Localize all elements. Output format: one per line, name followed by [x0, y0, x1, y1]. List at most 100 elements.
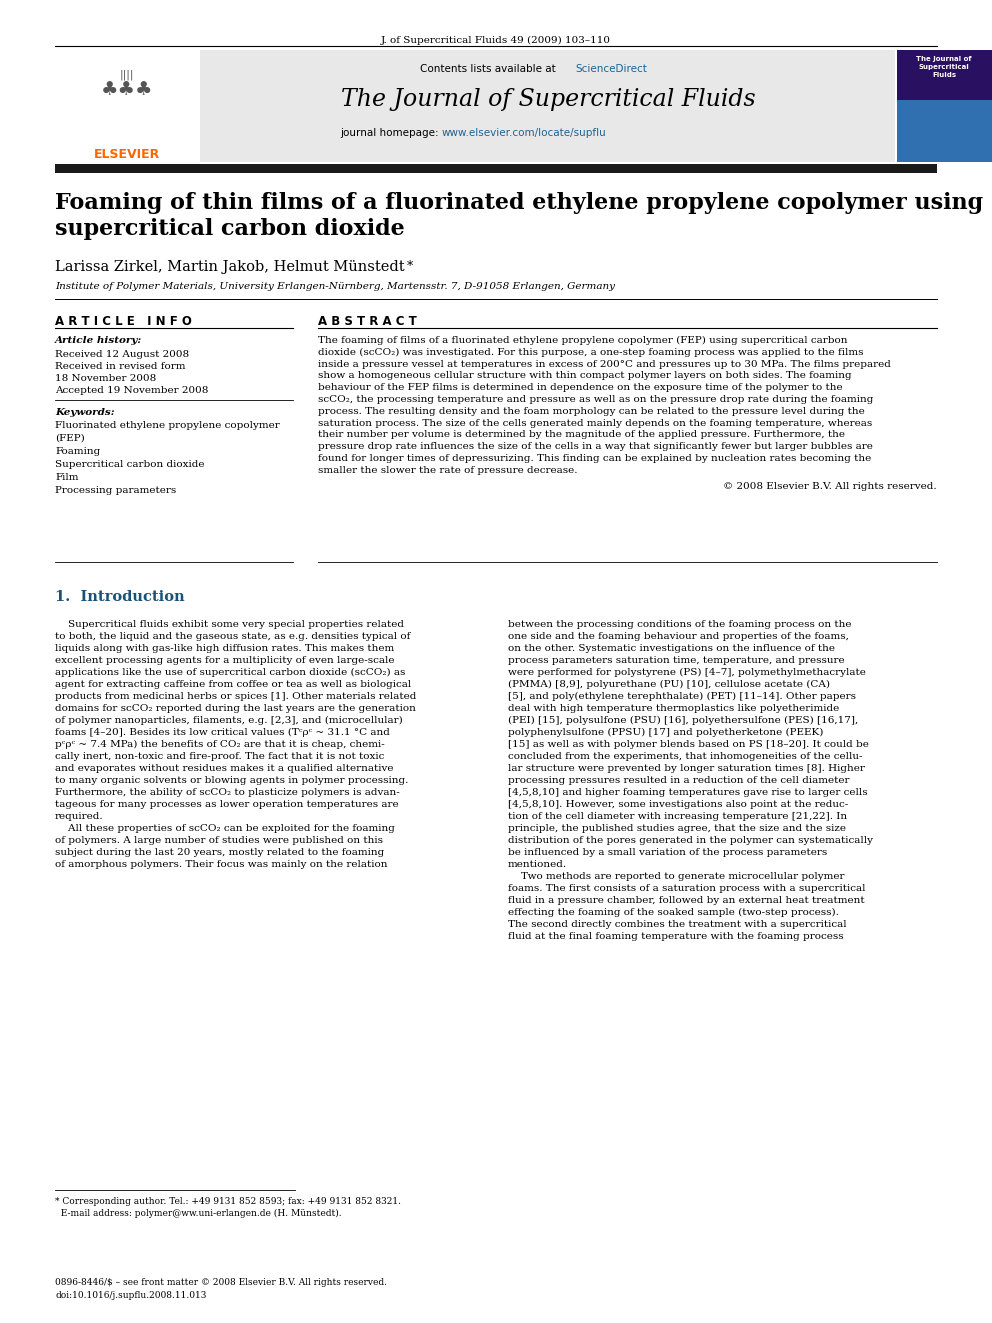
- Text: * Corresponding author. Tel.: +49 9131 852 8593; fax: +49 9131 852 8321.: * Corresponding author. Tel.: +49 9131 8…: [55, 1197, 401, 1207]
- Text: of amorphous polymers. Their focus was mainly on the relation: of amorphous polymers. Their focus was m…: [55, 860, 388, 869]
- Text: © 2008 Elsevier B.V. All rights reserved.: © 2008 Elsevier B.V. All rights reserved…: [723, 482, 937, 491]
- Text: All these properties of scCO₂ can be exploited for the foaming: All these properties of scCO₂ can be exp…: [55, 824, 395, 833]
- Text: processing pressures resulted in a reduction of the cell diameter: processing pressures resulted in a reduc…: [508, 777, 849, 785]
- Text: *: *: [407, 261, 414, 273]
- Text: 0896-8446/$ – see front matter © 2008 Elsevier B.V. All rights reserved.: 0896-8446/$ – see front matter © 2008 El…: [55, 1278, 387, 1287]
- Text: [5], and poly(ethylene terephthalate) (PET) [11–14]. Other papers: [5], and poly(ethylene terephthalate) (P…: [508, 692, 856, 701]
- Text: mentioned.: mentioned.: [508, 860, 567, 869]
- Text: of polymer nanoparticles, filaments, e.g. [2,3], and (microcellular): of polymer nanoparticles, filaments, e.g…: [55, 716, 403, 725]
- Text: ScienceDirect: ScienceDirect: [575, 64, 647, 74]
- Text: Foaming of thin films of a fluorinated ethylene propylene copolymer using: Foaming of thin films of a fluorinated e…: [55, 192, 983, 214]
- Text: The Journal of Supercritical Fluids: The Journal of Supercritical Fluids: [340, 89, 755, 111]
- Text: doi:10.1016/j.supflu.2008.11.013: doi:10.1016/j.supflu.2008.11.013: [55, 1291, 206, 1301]
- Text: polyphenylsulfone (PPSU) [17] and polyetherketone (PEEK): polyphenylsulfone (PPSU) [17] and polyet…: [508, 728, 823, 737]
- Text: excellent processing agents for a multiplicity of even large-scale: excellent processing agents for a multip…: [55, 656, 395, 665]
- Text: their number per volume is determined by the magnitude of the applied pressure. : their number per volume is determined by…: [318, 430, 845, 439]
- Text: saturation process. The size of the cells generated mainly depends on the foamin: saturation process. The size of the cell…: [318, 418, 872, 427]
- Text: fluid in a pressure chamber, followed by an external heat treatment: fluid in a pressure chamber, followed by…: [508, 896, 865, 905]
- Text: products from medicinal herbs or spices [1]. Other materials related: products from medicinal herbs or spices …: [55, 692, 417, 701]
- Text: J. of Supercritical Fluids 49 (2009) 103–110: J. of Supercritical Fluids 49 (2009) 103…: [381, 36, 611, 45]
- Text: ELSEVIER: ELSEVIER: [94, 148, 160, 161]
- Text: ♣♣♣: ♣♣♣: [101, 81, 153, 99]
- Text: were performed for polystyrene (PS) [4–7], polymethylmethacrylate: were performed for polystyrene (PS) [4–7…: [508, 668, 866, 677]
- Text: of polymers. A large number of studies were published on this: of polymers. A large number of studies w…: [55, 836, 383, 845]
- Text: pᶜρᶜ ~ 7.4 MPa) the benefits of CO₂ are that it is cheap, chemi-: pᶜρᶜ ~ 7.4 MPa) the benefits of CO₂ are …: [55, 740, 385, 749]
- Bar: [897, 50, 992, 161]
- Text: Supercritical carbon dioxide: Supercritical carbon dioxide: [55, 460, 204, 468]
- Text: Accepted 19 November 2008: Accepted 19 November 2008: [55, 386, 208, 396]
- Text: process parameters saturation time, temperature, and pressure: process parameters saturation time, temp…: [508, 656, 844, 665]
- Text: fluid at the final foaming temperature with the foaming process: fluid at the final foaming temperature w…: [508, 931, 843, 941]
- Text: [4,5,8,10]. However, some investigations also point at the reduc-: [4,5,8,10]. However, some investigations…: [508, 800, 848, 808]
- Text: tageous for many processes as lower operation temperatures are: tageous for many processes as lower oper…: [55, 800, 399, 808]
- Text: inside a pressure vessel at temperatures in excess of 200°C and pressures up to : inside a pressure vessel at temperatures…: [318, 360, 891, 369]
- Text: [4,5,8,10] and higher foaming temperatures gave rise to larger cells: [4,5,8,10] and higher foaming temperatur…: [508, 789, 868, 796]
- Text: The second directly combines the treatment with a supercritical: The second directly combines the treatme…: [508, 919, 846, 929]
- Text: distribution of the pores generated in the polymer can systematically: distribution of the pores generated in t…: [508, 836, 873, 845]
- Text: to both, the liquid and the gaseous state, as e.g. densities typical of: to both, the liquid and the gaseous stat…: [55, 632, 411, 642]
- Text: pressure drop rate influences the size of the cells in a way that significantly : pressure drop rate influences the size o…: [318, 442, 873, 451]
- Text: subject during the last 20 years, mostly related to the foaming: subject during the last 20 years, mostly…: [55, 848, 384, 857]
- Text: journal homepage:: journal homepage:: [340, 128, 441, 138]
- Text: (FEP): (FEP): [55, 434, 84, 443]
- Text: Two methods are reported to generate microcellular polymer: Two methods are reported to generate mic…: [508, 872, 844, 881]
- Text: one side and the foaming behaviour and properties of the foams,: one side and the foaming behaviour and p…: [508, 632, 849, 642]
- Text: to many organic solvents or blowing agents in polymer processing.: to many organic solvents or blowing agen…: [55, 777, 409, 785]
- Text: supercritical carbon dioxide: supercritical carbon dioxide: [55, 218, 405, 239]
- Text: effecting the foaming of the soaked sample (two-step process).: effecting the foaming of the soaked samp…: [508, 908, 839, 917]
- Text: The Journal of
Supercritical
Fluids: The Journal of Supercritical Fluids: [917, 56, 972, 78]
- Text: ||||: ||||: [120, 70, 134, 81]
- Text: (PEI) [15], polysulfone (PSU) [16], polyethersulfone (PES) [16,17],: (PEI) [15], polysulfone (PSU) [16], poly…: [508, 716, 858, 725]
- Bar: [55, 50, 200, 161]
- Text: 1.  Introduction: 1. Introduction: [55, 590, 185, 605]
- Text: required.: required.: [55, 812, 103, 822]
- Text: foams. The first consists of a saturation process with a supercritical: foams. The first consists of a saturatio…: [508, 884, 865, 893]
- Text: behaviour of the FEP films is determined in dependence on the exposure time of t: behaviour of the FEP films is determined…: [318, 384, 842, 392]
- Text: A B S T R A C T: A B S T R A C T: [318, 315, 417, 328]
- Text: Institute of Polymer Materials, University Erlangen-Nürnberg, Martensstr. 7, D-9: Institute of Polymer Materials, Universi…: [55, 282, 615, 291]
- Text: The foaming of films of a fluorinated ethylene propylene copolymer (FEP) using s: The foaming of films of a fluorinated et…: [318, 336, 847, 345]
- Text: applications like the use of supercritical carbon dioxide (scCO₂) as: applications like the use of supercritic…: [55, 668, 406, 677]
- Text: A R T I C L E   I N F O: A R T I C L E I N F O: [55, 315, 191, 328]
- Text: Supercritical fluids exhibit some very special properties related: Supercritical fluids exhibit some very s…: [55, 620, 404, 628]
- Text: on the other. Systematic investigations on the influence of the: on the other. Systematic investigations …: [508, 644, 835, 654]
- Text: smaller the slower the rate of pressure decrease.: smaller the slower the rate of pressure …: [318, 466, 577, 475]
- Text: scCO₂, the processing temperature and pressure as well as on the pressure drop r: scCO₂, the processing temperature and pr…: [318, 396, 873, 404]
- Text: show a homogeneous cellular structure with thin compact polymer layers on both s: show a homogeneous cellular structure wi…: [318, 372, 851, 381]
- Text: tion of the cell diameter with increasing temperature [21,22]. In: tion of the cell diameter with increasin…: [508, 812, 847, 822]
- Text: principle, the published studies agree, that the size and the size: principle, the published studies agree, …: [508, 824, 846, 833]
- Text: concluded from the experiments, that inhomogeneities of the cellu-: concluded from the experiments, that inh…: [508, 751, 862, 761]
- Text: www.elsevier.com/locate/supflu: www.elsevier.com/locate/supflu: [442, 128, 607, 138]
- Text: Foaming: Foaming: [55, 447, 100, 456]
- Text: agent for extracting caffeine from coffee or tea as well as biological: agent for extracting caffeine from coffe…: [55, 680, 412, 689]
- Text: Keywords:: Keywords:: [55, 407, 115, 417]
- Text: 18 November 2008: 18 November 2008: [55, 374, 157, 382]
- Text: Processing parameters: Processing parameters: [55, 486, 177, 495]
- Text: Film: Film: [55, 474, 78, 482]
- Text: between the processing conditions of the foaming process on the: between the processing conditions of the…: [508, 620, 851, 628]
- Text: Furthermore, the ability of scCO₂ to plasticize polymers is advan-: Furthermore, the ability of scCO₂ to pla…: [55, 789, 400, 796]
- Text: liquids along with gas-like high diffusion rates. This makes them: liquids along with gas-like high diffusi…: [55, 644, 394, 654]
- Text: Larissa Zirkel, Martin Jakob, Helmut Münstedt: Larissa Zirkel, Martin Jakob, Helmut Mün…: [55, 261, 405, 274]
- Text: and evaporates without residues makes it a qualified alternative: and evaporates without residues makes it…: [55, 763, 394, 773]
- Text: be influenced by a small variation of the process parameters: be influenced by a small variation of th…: [508, 848, 827, 857]
- Text: foams [4–20]. Besides its low critical values (Tᶜρᶜ ~ 31.1 °C and: foams [4–20]. Besides its low critical v…: [55, 728, 390, 737]
- Text: Fluorinated ethylene propylene copolymer: Fluorinated ethylene propylene copolymer: [55, 421, 280, 430]
- Text: found for longer times of depressurizing. This finding can be explained by nucle: found for longer times of depressurizing…: [318, 454, 871, 463]
- Text: process. The resulting density and the foam morphology can be related to the pre: process. The resulting density and the f…: [318, 406, 865, 415]
- Text: domains for scCO₂ reported during the last years are the generation: domains for scCO₂ reported during the la…: [55, 704, 416, 713]
- Text: Received in revised form: Received in revised form: [55, 363, 186, 370]
- Text: Article history:: Article history:: [55, 336, 142, 345]
- Text: cally inert, non-toxic and fire-proof. The fact that it is not toxic: cally inert, non-toxic and fire-proof. T…: [55, 751, 384, 761]
- Text: lar structure were prevented by longer saturation times [8]. Higher: lar structure were prevented by longer s…: [508, 763, 865, 773]
- Bar: [200, 50, 895, 161]
- Text: (PMMA) [8,9], polyurethane (PU) [10], cellulose acetate (CA): (PMMA) [8,9], polyurethane (PU) [10], ce…: [508, 680, 830, 689]
- Text: dioxide (scCO₂) was investigated. For this purpose, a one-step foaming process w: dioxide (scCO₂) was investigated. For th…: [318, 348, 863, 357]
- Text: Contents lists available at: Contents lists available at: [420, 64, 559, 74]
- Text: deal with high temperature thermoplastics like polyetherimide: deal with high temperature thermoplastic…: [508, 704, 839, 713]
- Bar: [55, 164, 937, 173]
- Text: Received 12 August 2008: Received 12 August 2008: [55, 351, 189, 359]
- Text: [15] as well as with polymer blends based on PS [18–20]. It could be: [15] as well as with polymer blends base…: [508, 740, 869, 749]
- Text: E-mail address: polymer@ww.uni-erlangen.de (H. Münstedt).: E-mail address: polymer@ww.uni-erlangen.…: [55, 1209, 341, 1218]
- Bar: [897, 101, 992, 161]
